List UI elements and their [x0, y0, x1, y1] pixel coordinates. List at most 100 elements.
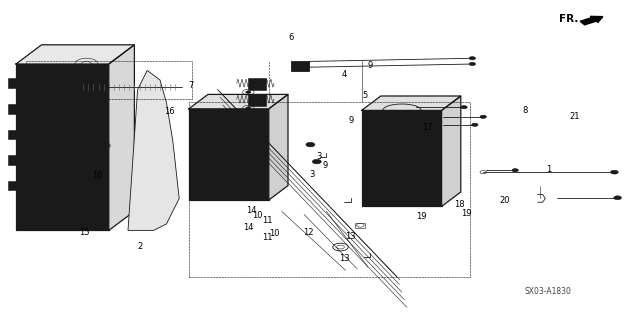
Circle shape [54, 165, 61, 168]
Circle shape [148, 184, 153, 187]
Text: 21: 21 [570, 112, 580, 121]
Text: 17: 17 [422, 123, 433, 132]
Circle shape [151, 88, 156, 91]
Text: SX03-A1830: SX03-A1830 [525, 287, 572, 296]
Circle shape [54, 112, 61, 115]
Circle shape [480, 115, 486, 118]
Circle shape [54, 130, 61, 133]
Circle shape [193, 179, 221, 193]
Circle shape [38, 94, 45, 98]
Bar [291, 61, 309, 71]
Polygon shape [128, 70, 179, 230]
Circle shape [388, 140, 416, 154]
Text: 10: 10 [252, 211, 262, 220]
Bar [189, 109, 269, 200]
Text: 19: 19 [416, 212, 426, 221]
Polygon shape [442, 96, 461, 206]
Circle shape [215, 118, 243, 132]
Circle shape [70, 112, 77, 115]
Circle shape [410, 170, 438, 184]
Circle shape [54, 94, 61, 98]
Text: 14: 14 [246, 206, 256, 215]
Circle shape [28, 109, 77, 134]
Text: 9: 9 [348, 116, 353, 125]
Circle shape [461, 106, 467, 109]
Bar [355, 223, 365, 228]
FancyArrow shape [580, 16, 603, 25]
Circle shape [143, 162, 148, 164]
Text: 10: 10 [269, 229, 279, 238]
Text: 1: 1 [547, 165, 552, 174]
Text: 3: 3 [316, 152, 321, 161]
Text: 8: 8 [522, 106, 527, 115]
Circle shape [237, 148, 266, 163]
Circle shape [237, 179, 266, 193]
Circle shape [215, 179, 243, 193]
Circle shape [410, 185, 438, 199]
Text: 13: 13 [346, 232, 356, 241]
Circle shape [193, 148, 221, 163]
Bar [8, 155, 20, 165]
Polygon shape [109, 45, 134, 230]
Text: 11: 11 [262, 216, 273, 225]
Bar [248, 94, 266, 106]
Text: 2: 2 [137, 242, 142, 251]
Polygon shape [269, 94, 288, 200]
Text: 6: 6 [289, 33, 294, 42]
Circle shape [140, 95, 145, 97]
Text: 9: 9 [367, 61, 372, 70]
Circle shape [469, 57, 476, 60]
Circle shape [70, 130, 77, 133]
Text: 5: 5 [362, 91, 367, 100]
Circle shape [365, 140, 394, 154]
Circle shape [611, 170, 618, 174]
Circle shape [152, 178, 157, 180]
Text: 3: 3 [310, 170, 315, 179]
Bar [8, 181, 20, 190]
Circle shape [512, 169, 518, 172]
Circle shape [54, 147, 61, 150]
Circle shape [70, 94, 77, 98]
Circle shape [388, 170, 416, 184]
Circle shape [237, 164, 266, 178]
Circle shape [215, 148, 243, 163]
Circle shape [410, 140, 438, 154]
Circle shape [614, 196, 621, 200]
Circle shape [70, 147, 77, 150]
Polygon shape [16, 45, 134, 64]
Circle shape [237, 118, 266, 132]
Bar [8, 104, 20, 114]
Circle shape [100, 144, 107, 147]
Circle shape [472, 123, 478, 126]
Text: 14: 14 [243, 223, 253, 232]
Bar [16, 64, 109, 230]
Circle shape [365, 170, 394, 184]
Circle shape [388, 125, 416, 139]
Circle shape [410, 155, 438, 169]
Circle shape [38, 130, 45, 133]
Text: 4: 4 [342, 70, 347, 79]
Circle shape [306, 142, 315, 147]
Text: FR.: FR. [559, 14, 578, 24]
Text: 7: 7 [188, 81, 193, 90]
Circle shape [365, 185, 394, 199]
Circle shape [38, 165, 45, 168]
Circle shape [157, 133, 163, 136]
Circle shape [469, 62, 476, 66]
Circle shape [312, 159, 321, 164]
Text: 20: 20 [499, 196, 509, 205]
Text: 12: 12 [303, 228, 314, 237]
Circle shape [365, 125, 394, 139]
Circle shape [141, 207, 147, 209]
Circle shape [154, 156, 159, 158]
Circle shape [410, 125, 438, 139]
Bar [8, 78, 20, 88]
Circle shape [193, 118, 221, 132]
Circle shape [146, 140, 151, 142]
Bar [8, 130, 20, 139]
Circle shape [417, 188, 426, 193]
Text: 13: 13 [339, 254, 349, 263]
Circle shape [156, 111, 161, 113]
Circle shape [215, 164, 243, 178]
Text: 9: 9 [323, 161, 328, 170]
